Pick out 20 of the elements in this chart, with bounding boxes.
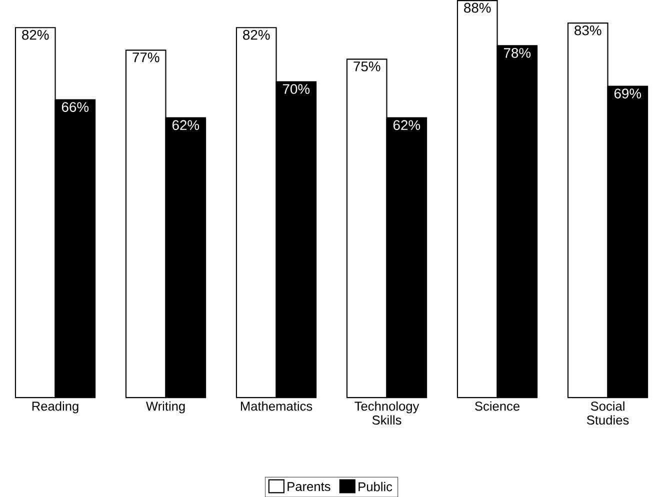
- legend-label: Parents: [288, 482, 330, 491]
- data-label: 62%: [393, 120, 420, 130]
- data-label: 66%: [62, 102, 89, 112]
- data-label: 75%: [354, 61, 380, 72]
- x-tick-label: Science: [475, 401, 520, 411]
- data-label: 70%: [282, 84, 310, 94]
- data-label: 83%: [574, 25, 602, 36]
- data-label: 82%: [243, 30, 270, 40]
- data-label: 82%: [22, 30, 49, 40]
- data-label: 69%: [614, 88, 642, 98]
- x-tick-label: Writing: [146, 401, 185, 414]
- x-tick-label: Social Studies: [586, 401, 629, 424]
- x-tick-label: Mathematics: [240, 401, 312, 411]
- data-label: 62%: [172, 120, 200, 130]
- legend-label: Public: [358, 482, 392, 492]
- x-tick-label: Reading: [32, 401, 78, 414]
- data-label: 78%: [504, 48, 531, 58]
- data-label: 77%: [132, 52, 160, 62]
- data-label: 88%: [464, 2, 491, 13]
- x-tick-label: Technology Skills: [354, 401, 420, 424]
